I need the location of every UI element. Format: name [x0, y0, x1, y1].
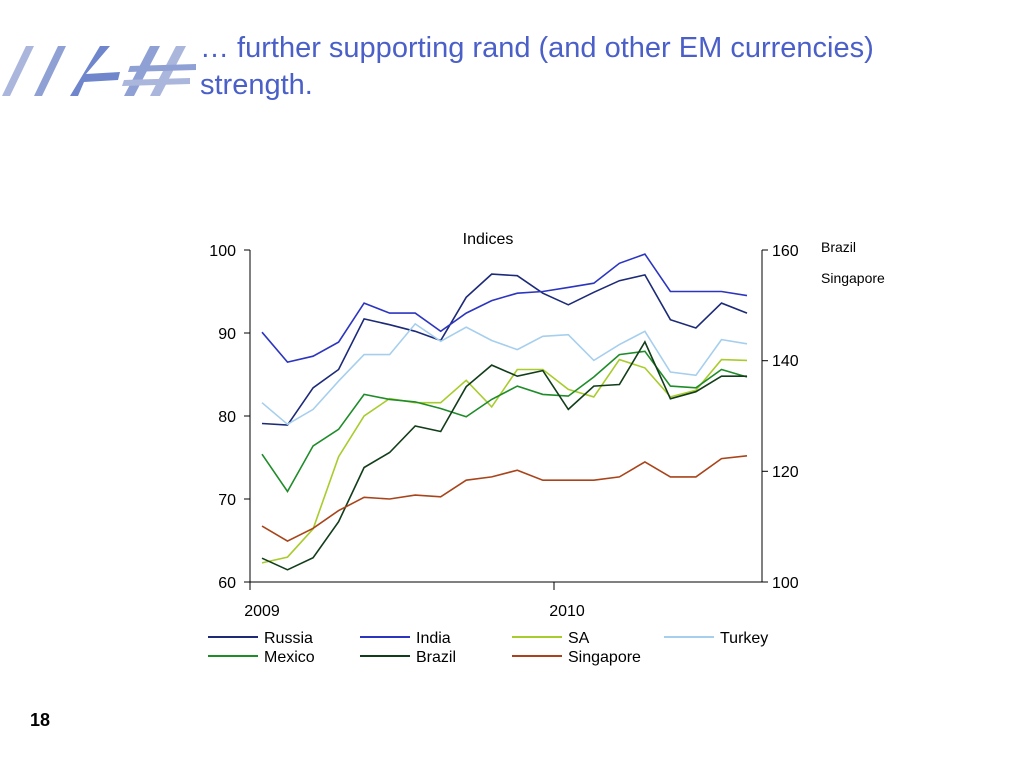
- line-chart: Indices 100 90 80 70 60 160 140 120 100 …: [208, 231, 885, 666]
- right-tick-label: 100: [772, 575, 799, 592]
- x-axis: 2009 2010: [244, 581, 762, 620]
- legend-label: SA: [568, 630, 590, 647]
- series-layer: [261, 253, 748, 571]
- x-tick-label: 2010: [549, 603, 585, 620]
- series-line-india: [261, 253, 748, 363]
- slide-title: … further supporting rand (and other EM …: [200, 30, 1000, 104]
- legend-item-sa: SA: [512, 630, 590, 647]
- legend-label: Turkey: [720, 630, 768, 647]
- legend-label: Singapore: [568, 649, 641, 666]
- series-line-mexico: [261, 350, 748, 494]
- slide-title-line-1: … further supporting rand (and other EM …: [200, 32, 874, 64]
- legend-label: Brazil: [416, 649, 456, 666]
- left-tick-label: 90: [218, 326, 236, 343]
- left-axis: 100 90 80 70 60: [209, 243, 251, 592]
- series-line-singapore: [261, 455, 748, 543]
- series-line-turkey: [261, 322, 748, 426]
- slide-title-line-2: strength.: [200, 69, 313, 101]
- left-tick-label: 70: [218, 492, 236, 509]
- x-tick-label: 2009: [244, 603, 280, 620]
- legend-label: Russia: [264, 630, 313, 647]
- company-logo: [2, 46, 196, 96]
- page-number: 18: [30, 710, 51, 730]
- legend: Russia India SA Turkey Mexico Brazil Sin…: [208, 630, 768, 666]
- legend-label: Mexico: [264, 649, 315, 666]
- legend-item-singapore: Singapore: [512, 649, 641, 666]
- chart-title: Indices: [463, 231, 514, 248]
- right-tick-label: 140: [772, 353, 799, 370]
- left-tick-label: 60: [218, 575, 236, 592]
- legend-item-turkey: Turkey: [664, 630, 768, 647]
- legend-item-brazil: Brazil: [360, 649, 456, 666]
- series-line-brazil: [261, 340, 747, 571]
- right-tick-label: 120: [772, 464, 799, 481]
- legend-item-india: India: [360, 630, 451, 647]
- right-axis-series-label: Singapore: [821, 270, 885, 286]
- right-axis: 160 140 120 100 Brazil Singapore: [761, 239, 885, 592]
- legend-label: India: [416, 630, 451, 647]
- legend-item-russia: Russia: [208, 630, 313, 647]
- legend-item-mexico: Mexico: [208, 649, 315, 666]
- series-line-russia: [261, 273, 748, 426]
- right-tick-label: 160: [772, 243, 799, 260]
- left-tick-label: 80: [218, 409, 236, 426]
- right-axis-series-label: Brazil: [821, 239, 856, 255]
- left-tick-label: 100: [209, 243, 236, 260]
- series-line-sa: [261, 358, 748, 564]
